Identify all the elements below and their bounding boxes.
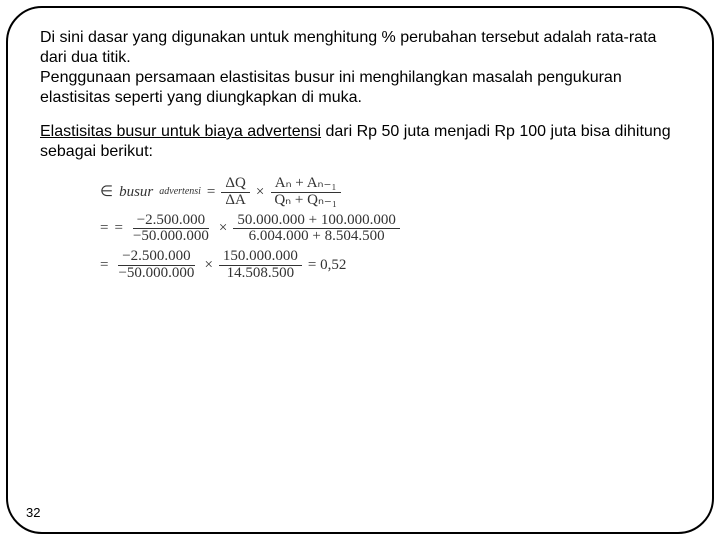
equation-line-2: = = −2.500.000 −50.000.000 × 50.000.000 … xyxy=(100,213,680,246)
l2-f2-den: 6.004.000 + 8.504.500 xyxy=(245,229,389,245)
da: ΔA xyxy=(221,193,249,209)
busur-word: busur xyxy=(119,183,153,202)
dq: ΔQ xyxy=(221,176,249,193)
equation-line-3: = −2.500.000 −50.000.000 × 150.000.000 1… xyxy=(100,249,680,282)
l3-f1-den: −50.000.000 xyxy=(114,266,198,282)
result: = 0,52 xyxy=(308,256,346,275)
elem-symbol: ∈ xyxy=(100,183,113,202)
equals-3: = xyxy=(100,256,108,275)
l3-f2-num: 150.000.000 xyxy=(219,249,302,266)
l2-f1-den: −50.000.000 xyxy=(129,229,213,245)
frac-l3-1: −2.500.000 −50.000.000 xyxy=(114,249,198,282)
equals-2b: = xyxy=(114,219,122,238)
paragraph-block-1: Di sini dasar yang digunakan untuk mengh… xyxy=(40,28,680,108)
times-3: × xyxy=(204,256,212,275)
frac-l2-1: −2.500.000 −50.000.000 xyxy=(129,213,213,246)
lead-sentence: Elastisitas busur untuk biaya advertensi… xyxy=(40,122,680,162)
qn-sum: Qₙ + Qₙ₋₁ xyxy=(270,193,341,209)
busur-sub: advertensi xyxy=(159,186,201,199)
l3-f1-num: −2.500.000 xyxy=(118,249,194,266)
l2-f2-num: 50.000.000 + 100.000.000 xyxy=(233,213,399,230)
frac-an-qn: Aₙ + Aₙ₋₁ Qₙ + Qₙ₋₁ xyxy=(270,176,341,209)
frac-l3-2: 150.000.000 14.508.500 xyxy=(219,249,302,282)
frac-l2-2: 50.000.000 + 100.000.000 6.004.000 + 8.5… xyxy=(233,213,399,246)
equals-2a: = xyxy=(100,219,108,238)
slide-content: Di sini dasar yang digunakan untuk mengh… xyxy=(40,28,680,286)
equals-1: = xyxy=(207,183,215,202)
page-number: 32 xyxy=(26,505,40,520)
an-sum: Aₙ + Aₙ₋₁ xyxy=(271,176,341,193)
equation-line-1: ∈ busur advertensi = ΔQ ΔA × Aₙ + Aₙ₋₁ Qₙ… xyxy=(100,176,680,209)
slide-container: Di sini dasar yang digunakan untuk mengh… xyxy=(0,0,720,540)
times-1: × xyxy=(256,183,264,202)
paragraph-1-text: Di sini dasar yang digunakan untuk mengh… xyxy=(40,29,656,66)
l3-f2-den: 14.508.500 xyxy=(223,266,299,282)
equation-block: ∈ busur advertensi = ΔQ ΔA × Aₙ + Aₙ₋₁ Qₙ… xyxy=(100,176,680,282)
l2-f1-num: −2.500.000 xyxy=(133,213,209,230)
times-2: × xyxy=(219,219,227,238)
lead-underlined: Elastisitas busur untuk biaya advertensi xyxy=(40,123,321,140)
paragraph-2-text: Penggunaan persamaan elastisitas busur i… xyxy=(40,69,622,106)
frac-dq-da: ΔQ ΔA xyxy=(221,176,249,209)
